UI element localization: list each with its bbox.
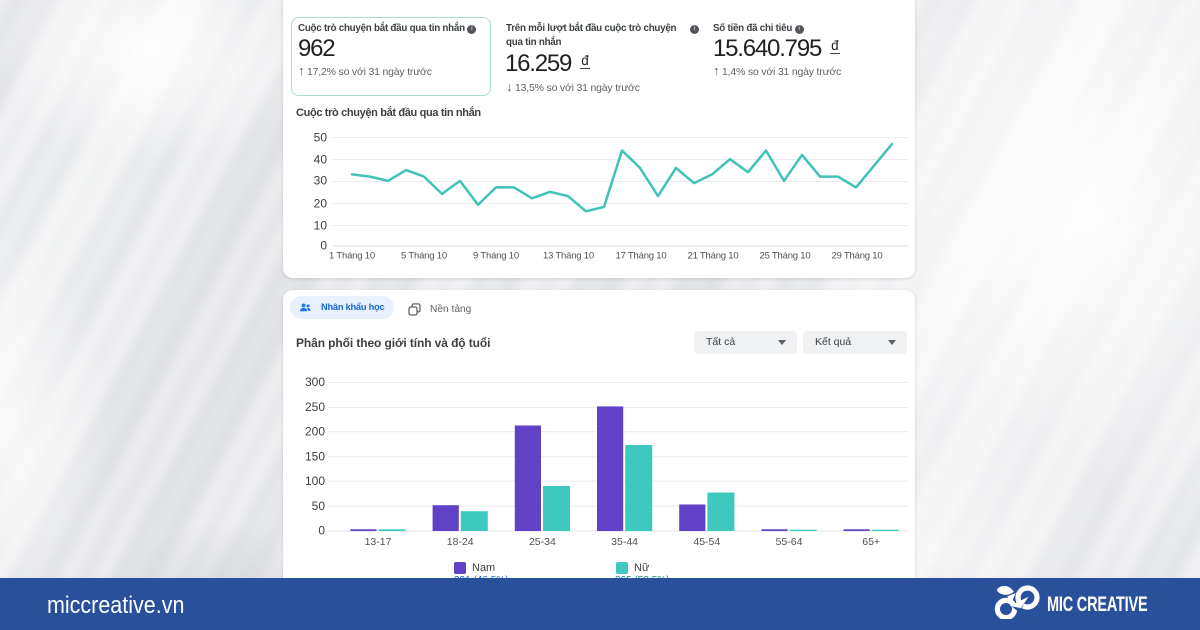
svg-text:65+: 65+ xyxy=(862,536,880,548)
svg-text:9 Tháng 10: 9 Tháng 10 xyxy=(473,251,519,262)
svg-text:0: 0 xyxy=(320,239,327,253)
svg-text:29 Tháng 10: 29 Tháng 10 xyxy=(832,251,883,262)
svg-text:35-44: 35-44 xyxy=(611,536,638,548)
svg-text:0: 0 xyxy=(318,523,325,537)
svg-text:50: 50 xyxy=(314,131,328,145)
svg-text:55-64: 55-64 xyxy=(776,536,803,548)
svg-text:25-34: 25-34 xyxy=(529,536,556,548)
svg-text:25 Tháng 10: 25 Tháng 10 xyxy=(760,251,811,262)
svg-text:17 Tháng 10: 17 Tháng 10 xyxy=(616,251,667,262)
svg-text:50: 50 xyxy=(312,499,326,513)
svg-text:150: 150 xyxy=(305,449,325,463)
svg-text:200: 200 xyxy=(305,424,325,438)
svg-text:45-54: 45-54 xyxy=(693,536,720,548)
svg-text:100: 100 xyxy=(305,474,325,488)
svg-text:21 Tháng 10: 21 Tháng 10 xyxy=(688,251,739,262)
svg-text:20: 20 xyxy=(314,197,328,211)
svg-text:13 Tháng 10: 13 Tháng 10 xyxy=(543,251,594,262)
svg-text:10: 10 xyxy=(314,219,328,233)
svg-text:18-24: 18-24 xyxy=(447,536,474,548)
svg-text:30: 30 xyxy=(314,174,328,188)
svg-text:1 Tháng 10: 1 Tháng 10 xyxy=(329,251,375,262)
svg-text:13-17: 13-17 xyxy=(365,536,392,548)
svg-text:5 Tháng 10: 5 Tháng 10 xyxy=(401,251,447,262)
svg-text:250: 250 xyxy=(305,400,325,414)
svg-text:300: 300 xyxy=(305,375,325,389)
svg-text:40: 40 xyxy=(314,153,328,167)
